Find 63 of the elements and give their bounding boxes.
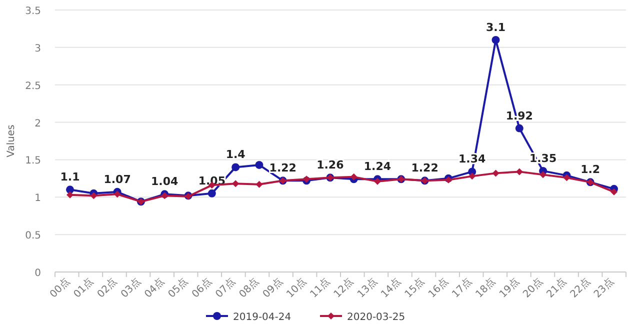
data-label: 1.4: [226, 148, 246, 162]
y-tick-label: 1.5: [25, 156, 41, 167]
point: [66, 191, 74, 198]
point: [232, 180, 240, 188]
point: [256, 180, 263, 188]
y-tick-label: 3.5: [25, 6, 41, 17]
data-label: 1.24: [364, 160, 392, 174]
point: [255, 160, 264, 169]
y-tick-label: 2.5: [25, 80, 41, 92]
data-label: 3.1: [486, 20, 506, 34]
legend-label: 2019-04-24: [233, 312, 292, 323]
x-tick-label: 07点: [213, 276, 238, 300]
data-label: 1.1: [60, 170, 80, 184]
data-label: 1.22: [411, 162, 438, 175]
y-tick-label: 2: [34, 118, 41, 130]
x-tick-label: 17点: [450, 276, 474, 300]
point: [232, 163, 240, 172]
point: [374, 178, 381, 185]
y-tick-label: 0: [34, 268, 41, 279]
x-tick-label: 11点: [308, 276, 332, 300]
x-tick-label: 02点: [94, 276, 120, 300]
y-tick-label: 0.5: [25, 230, 41, 242]
x-tick-label: 09点: [260, 276, 285, 300]
x-tick-label: 10点: [284, 276, 309, 300]
y-tick-label: 1: [34, 193, 41, 204]
x-tick-label: 14点: [378, 276, 404, 300]
x-tick-label: 06点: [189, 276, 214, 300]
data-label: 1.07: [104, 172, 131, 186]
x-tick-label: 15点: [402, 276, 427, 300]
x-tick-label: 04点: [142, 276, 167, 300]
x-tick-label: 05点: [166, 276, 190, 300]
x-tick-label: 00点: [48, 276, 72, 300]
data-label: 1.04: [151, 175, 179, 188]
x-tick-label: 03点: [118, 276, 144, 300]
point: [563, 174, 570, 182]
point: [540, 171, 547, 178]
x-tick-label: 20点: [520, 276, 546, 300]
x-tick-label: 08点: [236, 276, 262, 300]
x-tick-label: 13点: [355, 276, 380, 300]
point: [492, 170, 500, 177]
point: [90, 192, 98, 200]
y-axis-title: Values: [6, 124, 17, 158]
x-tick-label: 12点: [331, 276, 356, 300]
data-label: 1.26: [316, 158, 344, 172]
data-label: 1.22: [269, 162, 296, 175]
x-tick-label: 16点: [426, 276, 451, 300]
point: [114, 190, 121, 198]
point: [468, 172, 476, 180]
x-tick-label: 19点: [496, 276, 522, 300]
x-tick-label: 22点: [568, 276, 592, 300]
point: [208, 189, 216, 198]
point: [516, 168, 523, 176]
y-tick-label: 3: [34, 43, 41, 54]
x-tick-label: 21点: [544, 276, 569, 300]
point: [515, 124, 524, 132]
legend-label: 2020-03-25: [347, 312, 406, 323]
x-tick-label: 23点: [592, 276, 616, 300]
point: [350, 173, 358, 180]
point: [610, 188, 618, 196]
data-label: 1.2: [580, 163, 600, 176]
x-tick-label: 01点: [71, 276, 96, 300]
point: [492, 36, 500, 44]
x-tick-label: 18点: [473, 276, 498, 300]
